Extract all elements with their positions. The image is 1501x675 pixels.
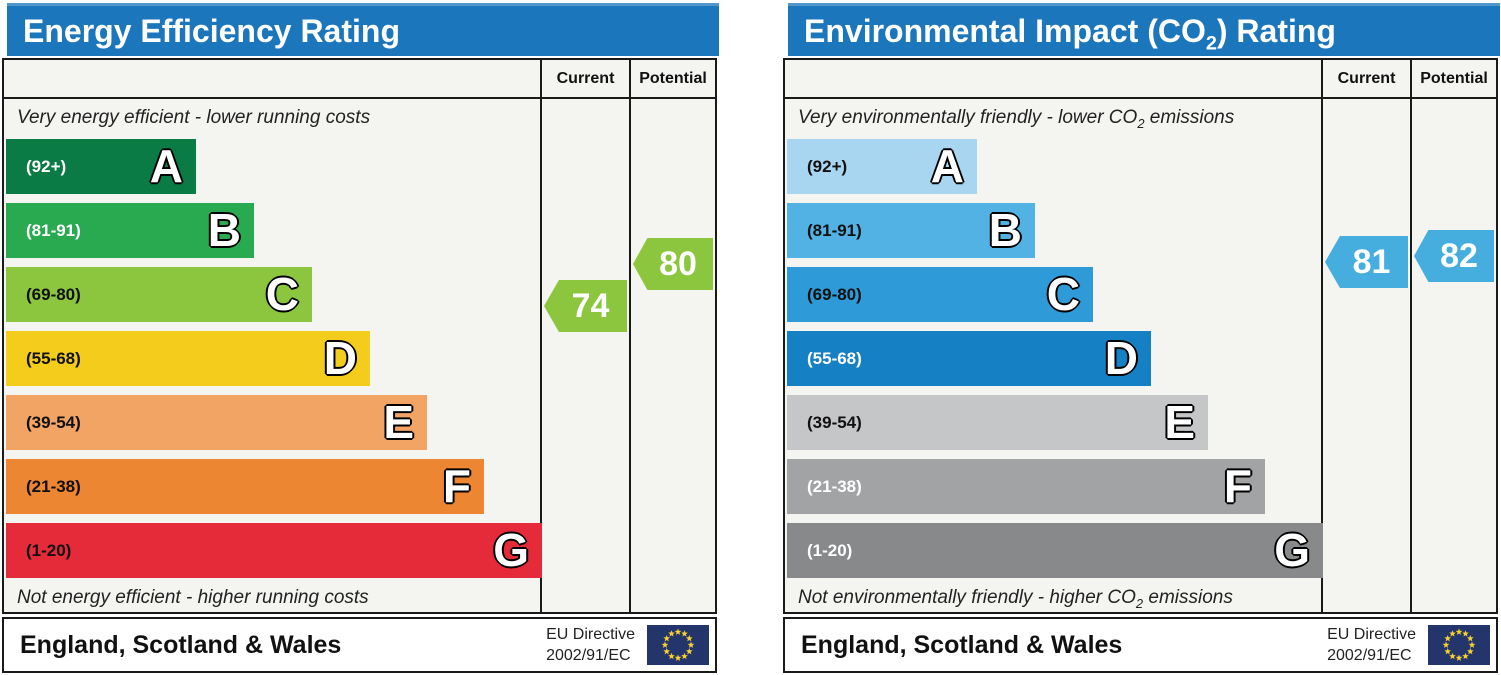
band-a-letter: A	[930, 140, 964, 192]
band-g-letter: G	[1274, 524, 1310, 576]
eu-directive-line1: EU Directive	[546, 626, 635, 643]
band-e: (39-54) E	[787, 395, 1208, 450]
band-c-letter: C	[265, 268, 299, 320]
band-a-range: (92+)	[26, 157, 67, 176]
current-rating-arrow: 81	[1325, 236, 1408, 288]
current-rating-value: 81	[1352, 243, 1391, 281]
column-header-row	[785, 60, 1496, 99]
band-d-range: (55-68)	[26, 349, 81, 368]
band-g-range: (1-20)	[807, 541, 853, 560]
band-c: (69-80) C	[787, 267, 1093, 322]
bottom-note-text: Not energy efficient - higher running co…	[17, 587, 369, 608]
co2-footer: England, Scotland & Wales EU Directive 2…	[783, 617, 1498, 673]
region-label: England, Scotland & Wales	[801, 631, 1123, 659]
potential-column-header: Potential	[1420, 70, 1488, 87]
environmental-impact-panel: Environmental Impact (CO2) Rating Curren…	[783, 0, 1500, 675]
band-g-letter: G	[493, 524, 529, 576]
band-f-range: (21-38)	[807, 477, 862, 496]
band-b-letter: B	[988, 204, 1022, 256]
band-e-letter: E	[383, 396, 414, 448]
eu-directive-line2: 2002/91/EC	[546, 647, 631, 664]
co2-panel-title: Environmental Impact (CO2) Rating	[788, 3, 1500, 56]
top-note-subscript: 2	[1137, 115, 1145, 131]
potential-column-header: Potential	[639, 70, 707, 87]
column-header-row	[4, 60, 715, 99]
band-a-letter: A	[149, 140, 183, 192]
eu-directive-line1: EU Directive	[1327, 626, 1416, 643]
energy-rating-table: Current Potential Very energy efficient …	[2, 58, 717, 614]
band-f-letter: F	[1223, 460, 1252, 512]
bottom-note-text: Not environmentally friendly - higher CO	[798, 587, 1136, 608]
band-e-range: (39-54)	[26, 413, 81, 432]
band-a: (92+) A	[787, 139, 977, 194]
eu-directive-label: EU Directive 2002/91/EC	[546, 624, 635, 666]
band-f-range: (21-38)	[26, 477, 81, 496]
top-note-suffix: emissions	[1144, 107, 1235, 128]
title-text-suffix: ) Rating	[1216, 13, 1336, 49]
current-column-divider	[540, 60, 542, 612]
energy-efficiency-panel: Energy Efficiency Rating Current Potenti…	[2, 0, 719, 675]
eu-flag-icon	[647, 625, 709, 665]
current-rating-arrow: 74	[544, 280, 627, 332]
band-d-letter: D	[323, 332, 357, 384]
band-e-range: (39-54)	[807, 413, 862, 432]
potential-rating-value: 80	[659, 245, 697, 283]
band-e-letter: E	[1164, 396, 1195, 448]
potential-column-divider	[629, 60, 631, 612]
region-label: England, Scotland & Wales	[20, 631, 342, 659]
band-d-range: (55-68)	[807, 349, 862, 368]
band-f: (21-38) F	[787, 459, 1265, 514]
band-c-range: (69-80)	[807, 285, 862, 304]
top-note: Very environmentally friendly - lower CO…	[798, 107, 1235, 131]
top-note-text: Very environmentally friendly - lower CO	[798, 107, 1138, 128]
current-rating-value: 74	[571, 287, 610, 325]
band-c: (69-80) C	[6, 267, 312, 322]
current-column-divider	[1321, 60, 1323, 612]
eu-directive-line2: 2002/91/EC	[1327, 647, 1412, 664]
band-e: (39-54) E	[6, 395, 427, 450]
top-note-text: Very energy efficient - lower running co…	[17, 107, 371, 128]
band-b: (81-91) B	[787, 203, 1035, 258]
title-text: Environmental Impact (CO	[804, 13, 1206, 49]
title-subscript: 2	[1205, 32, 1217, 55]
band-c-range: (69-80)	[26, 285, 81, 304]
potential-rating-arrow: 82	[1414, 230, 1494, 282]
bottom-note-suffix: emissions	[1143, 587, 1233, 608]
current-column-header: Current	[1337, 70, 1396, 87]
energy-footer: England, Scotland & Wales EU Directive 2…	[2, 617, 717, 673]
band-d-letter: D	[1104, 332, 1138, 384]
band-a-range: (92+)	[807, 157, 848, 176]
current-column-header: Current	[556, 70, 615, 87]
potential-rating-value: 82	[1440, 237, 1478, 275]
band-c-letter: C	[1046, 268, 1080, 320]
band-a: (92+) A	[6, 139, 196, 194]
band-b-letter: B	[207, 204, 241, 256]
title-text: Energy Efficiency Rating	[23, 13, 400, 49]
band-f-letter: F	[442, 460, 471, 512]
band-d: (55-68) D	[787, 331, 1151, 386]
band-d: (55-68) D	[6, 331, 370, 386]
band-b-range: (81-91)	[26, 221, 81, 240]
potential-column-divider	[1410, 60, 1412, 612]
energy-panel-title: Energy Efficiency Rating	[7, 3, 719, 56]
bottom-note: Not environmentally friendly - higher CO…	[798, 587, 1233, 611]
co2-rating-table: Current Potential Very environmentally f…	[783, 58, 1498, 614]
band-f: (21-38) F	[6, 459, 484, 514]
eu-flag-icon	[1428, 625, 1490, 665]
bottom-note-subscript: 2	[1135, 595, 1144, 611]
eu-directive-label: EU Directive 2002/91/EC	[1327, 624, 1416, 666]
band-b-range: (81-91)	[807, 221, 862, 240]
potential-rating-arrow: 80	[633, 238, 713, 290]
band-b: (81-91) B	[6, 203, 254, 258]
band-g: (1-20) G	[6, 523, 542, 578]
bottom-note: Not energy efficient - higher running co…	[17, 587, 369, 609]
band-g-range: (1-20)	[26, 541, 72, 560]
top-note: Very energy efficient - lower running co…	[17, 107, 370, 129]
band-g: (1-20) G	[787, 523, 1323, 578]
